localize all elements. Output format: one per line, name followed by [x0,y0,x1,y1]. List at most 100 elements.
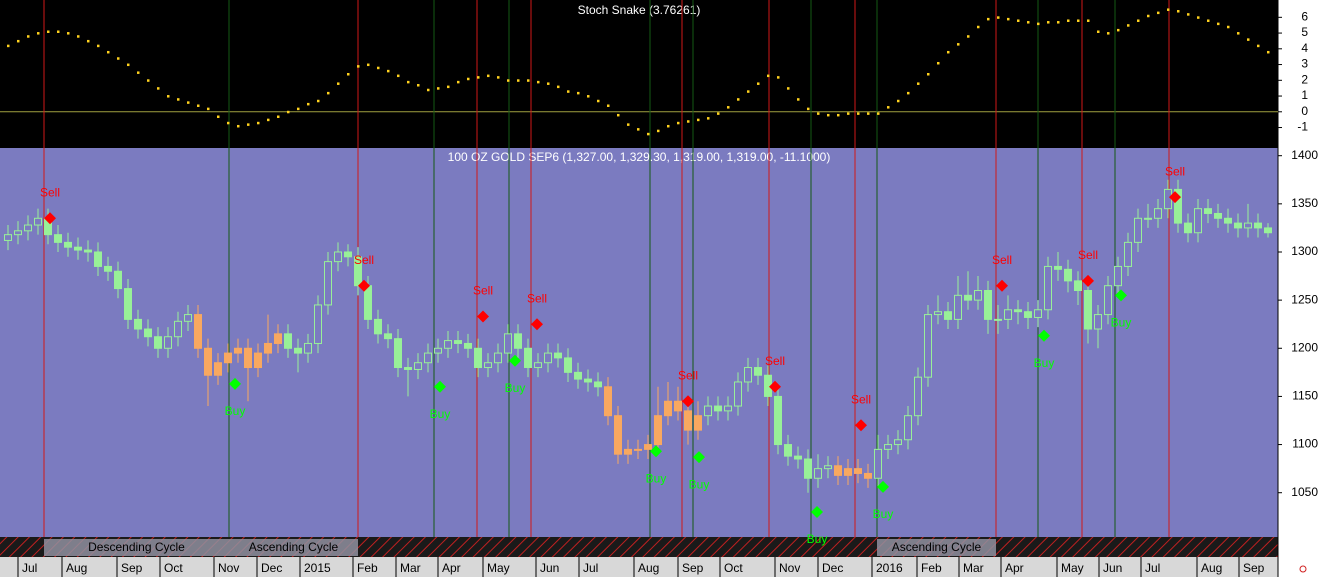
snake-dot [447,85,450,89]
snake-dot [847,112,850,115]
snake-dot [567,90,570,93]
candle-body [844,468,852,476]
candle-body [144,328,152,338]
snake-dot [427,88,430,92]
signal-label: Buy [873,507,894,521]
candle-body [524,347,532,369]
snake-dot [467,77,470,81]
snake-dot [187,101,190,104]
snake-dot [177,98,180,101]
cycle-region [44,539,229,556]
candle-body [1244,222,1252,229]
snake-dot [1267,50,1270,54]
signal-label: Sell [473,284,493,298]
candle-body [974,290,982,301]
candle-body [164,336,172,349]
candle-body [574,371,582,380]
signal-marker [434,380,446,393]
snake-dot [737,98,740,101]
snake-dot [1127,24,1130,27]
candle-body [454,340,462,344]
snake-dot [1097,30,1100,33]
snake-dot [607,104,610,107]
signal-label: Buy [430,407,451,421]
candle-body [854,468,862,474]
candle-body [394,338,402,369]
x-tick-label: Nov [218,561,239,575]
x-tick-label: 2015 [304,561,331,575]
snake-panel [0,0,1278,148]
signal-label: Sell [1165,164,1185,178]
candle-body [1084,290,1092,330]
snake-dot [997,16,1000,19]
candle-body [284,333,292,349]
candle-body [1034,309,1042,318]
snake-dot [1047,21,1050,24]
candle-body [514,333,522,349]
snake-dot [837,113,840,117]
candle-body [94,251,102,267]
snake-dot [1107,32,1110,35]
snake-dot [1147,14,1150,18]
snake-dot [577,91,580,95]
x-tick-label: Apr [1005,561,1024,575]
candle-body [1094,314,1102,330]
candle-body [1044,265,1052,311]
price-panel [0,148,1278,537]
snake-dot [347,73,350,76]
signal-label: Sell [527,291,547,305]
candle-body [794,455,802,460]
x-tick-label: Jul [583,561,598,575]
candle-body [174,320,182,338]
candle-body [264,342,272,354]
signal-marker [650,445,662,458]
candle-body [14,230,22,236]
signal-label: Sell [1078,248,1098,262]
candle-body [304,342,312,354]
candle-body [834,465,842,476]
signal-label: Buy [225,404,246,418]
snake-dot [717,112,720,115]
candle-body [124,288,132,320]
candle-body [774,395,782,446]
candle-body [294,347,302,354]
x-tick-label: Apr [442,561,461,575]
candle-body [314,304,322,344]
snake-dot [1187,13,1190,16]
snake-dot [977,25,980,29]
price-title: 100 OZ GOLD SEP6 (1,327.00, 1,329.30, 1,… [448,150,831,164]
candle-body [554,352,562,359]
y-tick-label: 2 [1301,72,1308,86]
candle-body [1124,241,1132,267]
y-tick-label: 6 [1301,9,1308,23]
x-tick-label: Oct [724,561,743,575]
snake-dot [257,121,260,125]
snake-dot [407,80,410,84]
snake-dot [547,82,550,85]
snake-dot [887,106,890,109]
snake-dot [357,65,360,68]
signal-marker [509,354,521,367]
signal-label: Sell [354,253,374,267]
y-tick-label: 5 [1301,25,1308,39]
y-tick-label: 1150 [1292,389,1318,403]
candle-body [734,381,742,407]
snake-dot [697,118,700,122]
x-tick-label: Dec [261,561,282,575]
x-tick-label: Dec [822,561,843,575]
snake-dot [597,99,600,103]
candle-body [804,458,812,479]
snake-dot [1017,19,1020,22]
snake-dot [1167,8,1170,11]
snake-dot [337,82,340,85]
snake-dot [857,112,860,115]
snake-dot [367,63,370,67]
snake-dot [587,95,590,98]
candle-body [1114,265,1122,287]
candle-body [924,314,932,378]
x-tick-label: Mar [963,561,984,575]
signal-label: Sell [992,253,1012,267]
signal-marker [855,419,867,432]
candle-body [214,362,222,376]
